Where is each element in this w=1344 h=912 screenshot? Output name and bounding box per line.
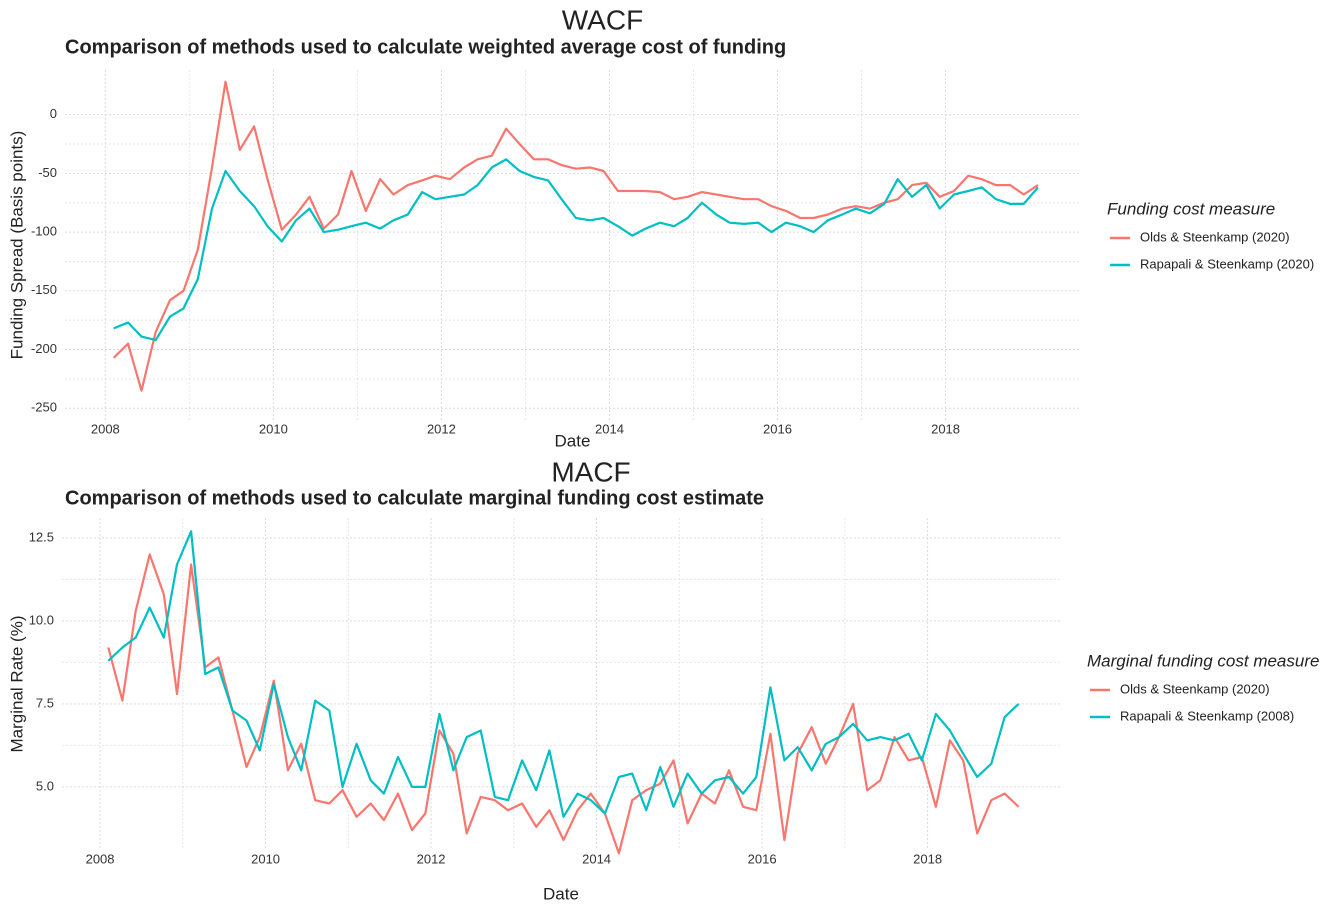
x-tick-label: 2012 [427, 421, 456, 436]
y-tick-label: -200 [31, 341, 57, 356]
x-axis-title: Date [555, 431, 591, 450]
x-tick-label: 2010 [251, 851, 280, 866]
y-tick-label: 7.5 [36, 695, 54, 710]
x-tick-label: 2010 [259, 421, 288, 436]
x-tick-label: 2014 [582, 851, 611, 866]
y-tick-label: 12.5 [29, 529, 54, 544]
y-tick-label: -150 [31, 282, 57, 297]
legend-label: Rapapali & Steenkamp (2008) [1120, 708, 1294, 723]
x-tick-label: 2016 [748, 851, 777, 866]
chart-title: MACF [551, 456, 630, 487]
y-tick-label: 10.0 [29, 612, 54, 627]
y-tick-label: -100 [31, 224, 57, 239]
y-axis-title: Funding Spread (Basis points) [7, 131, 26, 360]
chart-title: WACF [562, 4, 643, 35]
chart-subtitle: Comparison of methods used to calculate … [65, 487, 764, 509]
y-tick-label: -250 [31, 400, 57, 415]
legend-label: Rapapali & Steenkamp (2020) [1140, 256, 1314, 271]
y-tick-label: -50 [38, 165, 57, 180]
x-tick-label: 2008 [86, 851, 115, 866]
x-tick-label: 2016 [763, 421, 792, 436]
x-axis-title: Date [543, 884, 579, 903]
legend-label: Olds & Steenkamp (2020) [1120, 681, 1270, 696]
legend-title: Marginal funding cost measure [1087, 651, 1319, 670]
y-tick-label: 5.0 [36, 778, 54, 793]
legend-title: Funding cost measure [1107, 199, 1275, 218]
legend-label: Olds & Steenkamp (2020) [1140, 229, 1290, 244]
x-tick-label: 2014 [595, 421, 624, 436]
y-axis-title: Marginal Rate (%) [7, 616, 26, 753]
x-tick-label: 2008 [91, 421, 120, 436]
x-tick-label: 2018 [931, 421, 960, 436]
series-line [112, 80, 1039, 392]
series-line [113, 158, 1039, 342]
x-tick-label: 2018 [913, 851, 942, 866]
chart-subtitle: Comparison of methods used to calculate … [65, 36, 786, 58]
series-line [107, 530, 1020, 818]
x-tick-label: 2012 [417, 851, 446, 866]
y-tick-label: 0 [50, 106, 57, 121]
series-line [107, 553, 1020, 855]
